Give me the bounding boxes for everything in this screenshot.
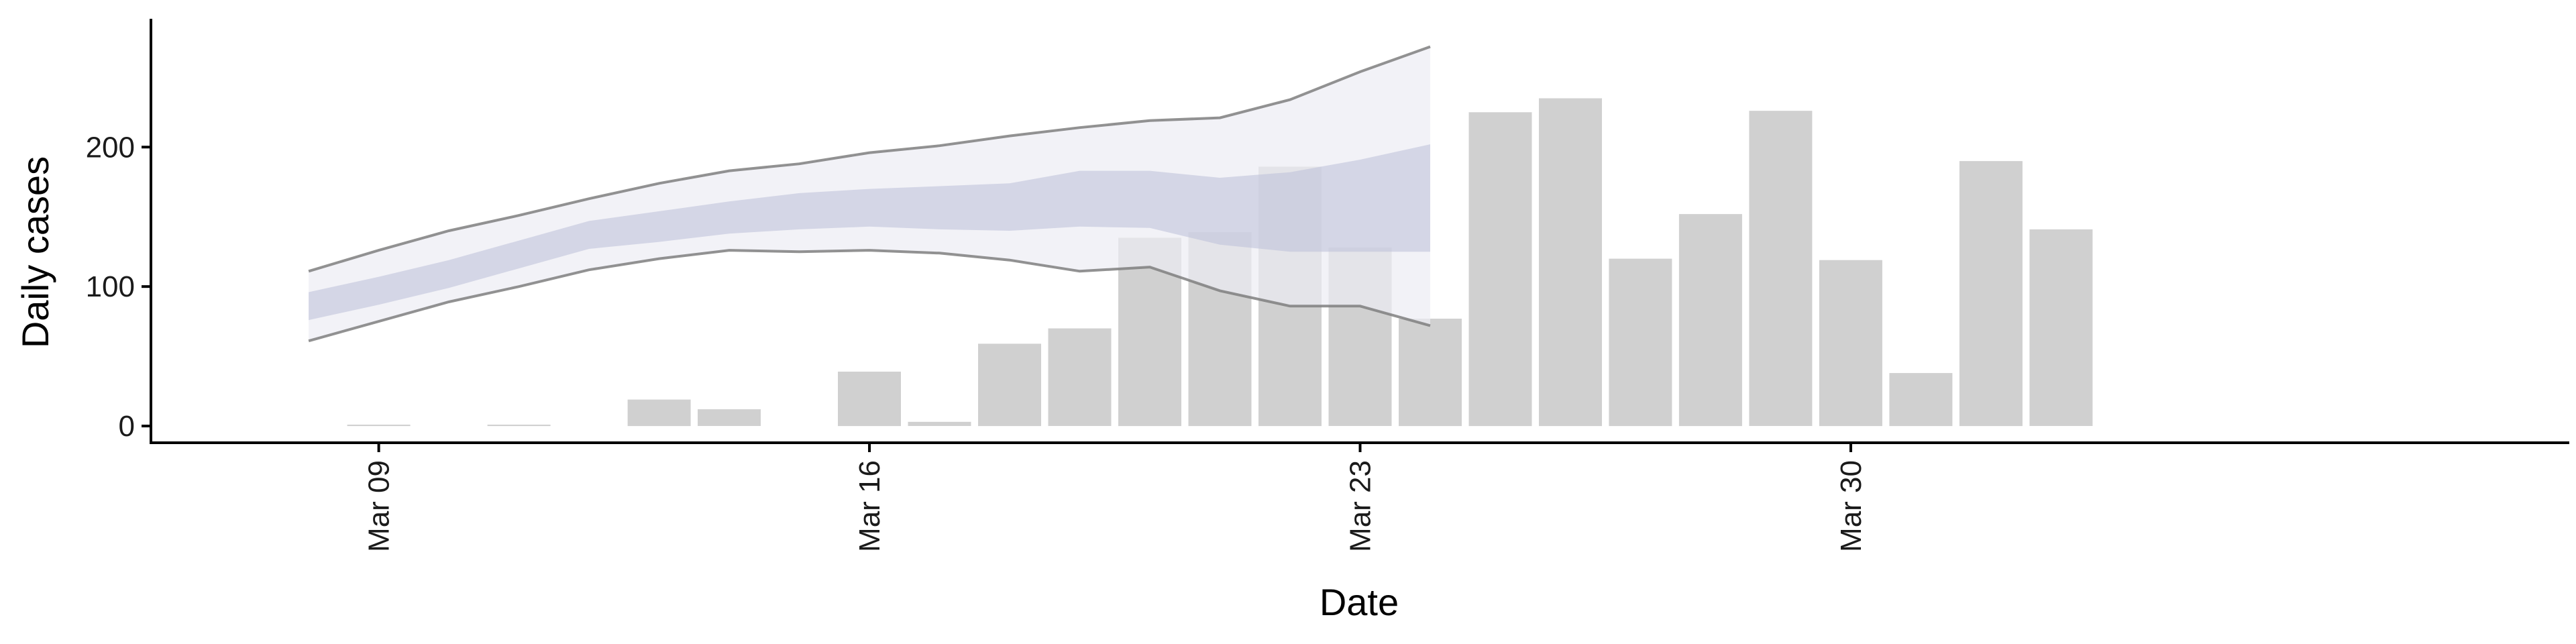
upper-interval-line [308, 45, 1431, 273]
bar-2020-03-19 [1048, 328, 1112, 426]
x-tick-label-2020-03-30: Mar 30 [1835, 460, 1868, 552]
forecast-interval-layer [308, 45, 1431, 343]
bar-2020-03-16 [838, 372, 901, 427]
x-tick-label-2020-03-23: Mar 23 [1344, 460, 1377, 552]
bar-2020-03-17 [908, 421, 971, 426]
x-tick-label-2020-03-16: Mar 16 [853, 460, 886, 552]
y-tick-label-100: 100 [86, 270, 135, 303]
bar-2020-04-01 [1959, 161, 2023, 427]
y-tick-label-200: 200 [86, 131, 135, 164]
bar-2020-03-26 [1539, 98, 1602, 427]
y-axis-title: Daily cases [14, 156, 56, 348]
bar-2020-03-27 [1609, 258, 1672, 427]
bar-2020-03-14 [698, 409, 761, 426]
lower-interval-line [308, 249, 1431, 343]
bar-2020-03-31 [1889, 373, 1953, 427]
bar-2020-04-02 [2029, 229, 2093, 426]
bar-2020-03-28 [1678, 214, 1742, 427]
x-tick-label-2020-03-09: Mar 09 [363, 460, 396, 552]
bar-2020-03-25 [1468, 112, 1532, 427]
y-tick-label-0: 0 [119, 410, 135, 443]
bar-2020-03-29 [1749, 111, 1813, 426]
bar-2020-03-30 [1819, 260, 1882, 427]
inner-interval-band [309, 144, 1431, 321]
bar-2020-03-13 [627, 399, 691, 427]
bar-2020-03-24 [1399, 319, 1462, 427]
bar-2020-03-18 [978, 343, 1041, 427]
bar-2020-03-09 [347, 425, 411, 427]
ticks-layer: 0 100 200 Mar 09 Mar 16 Mar 23 Mar 30 [86, 131, 1868, 552]
bar-2020-03-11 [487, 425, 551, 427]
x-axis-title: Date [1320, 581, 1399, 623]
